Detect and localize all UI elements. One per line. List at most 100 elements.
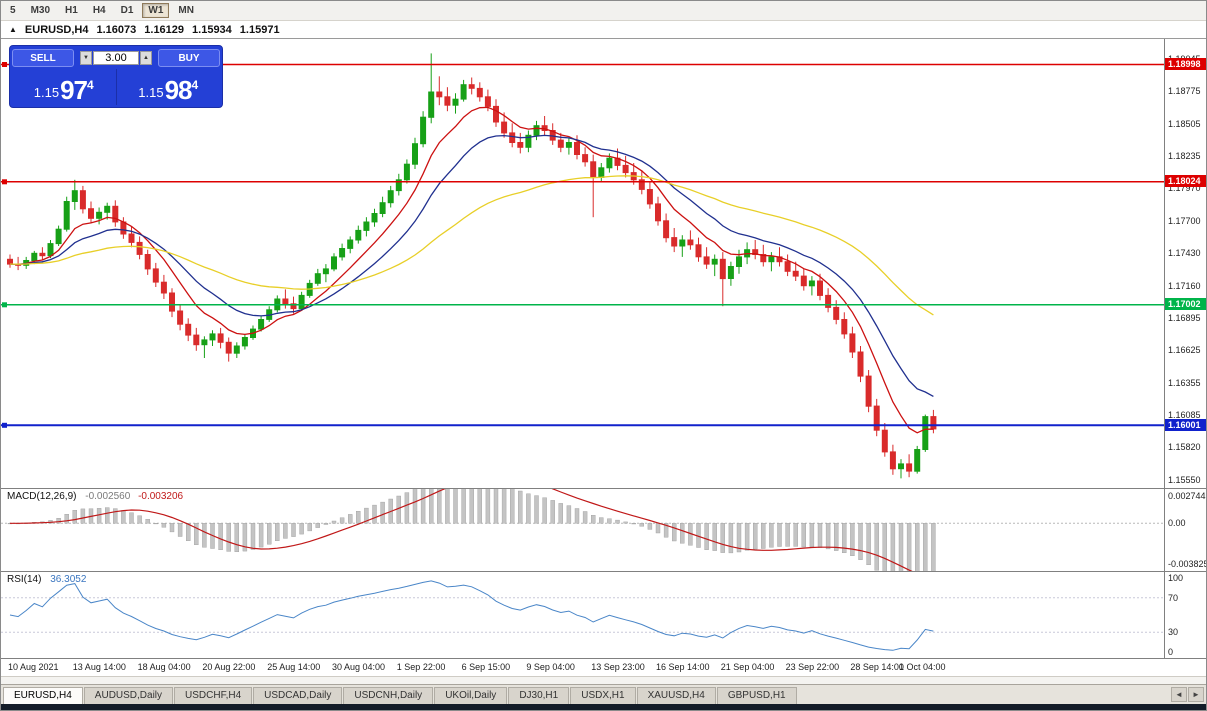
tab-scroll-controls: ◄ ►: [1171, 687, 1206, 704]
time-axis-label: 16 Sep 14:00: [656, 662, 710, 672]
rsi-panel: RSI(14) 36.3052 100 70 30 0: [1, 571, 1206, 658]
rsi-chart-canvas[interactable]: [1, 572, 1164, 658]
ohlc-high: 1.16129: [144, 23, 185, 36]
ohlc-low: 1.15934: [192, 23, 232, 36]
buy-price-point: 4: [191, 78, 199, 92]
price-tick-label: 1.17970: [1168, 183, 1201, 194]
rsi-header: RSI(14) 36.3052: [7, 574, 86, 585]
ohlc-open: 1.16073: [96, 23, 137, 36]
lot-increase-icon[interactable]: ▲: [140, 51, 152, 65]
timeframe-button-w1[interactable]: W1: [142, 3, 170, 18]
timeframe-button-h1[interactable]: H1: [65, 5, 78, 16]
main-chart-panel: 1.190451.187751.185051.182351.179701.177…: [1, 39, 1206, 488]
chart-tab-eurusd[interactable]: EURUSD,H4: [3, 687, 83, 704]
time-axis-label: 9 Sep 04:00: [526, 662, 575, 672]
rsi-scale-label: 0: [1168, 647, 1174, 657]
time-axis: 10 Aug 2021 13 Aug 14:00 18 Aug 04:00 20 Au…: [1, 659, 1164, 677]
timeframe-toolbar: 5 M30 H1 H4 D1 W1 MN: [1, 1, 1206, 21]
chart-tab-audusd[interactable]: AUDUSD,Daily: [83, 687, 174, 704]
sell-price-base: 1.15: [33, 85, 60, 100]
time-axis-label: 23 Sep 22:00: [785, 662, 840, 672]
tab-scroll-left-icon[interactable]: ◄: [1171, 687, 1187, 702]
lot-decrease-icon[interactable]: ▼: [80, 51, 92, 65]
chart-tabs: EURUSD,H4 AUDUSD,Daily USDCHF,H4 USDCAD,Dai…: [3, 687, 798, 704]
rsi-scale-label: 100: [1168, 573, 1184, 583]
time-axis-label: 13 Sep 23:00: [591, 662, 645, 672]
buy-price-base: 1.15: [138, 85, 164, 100]
price-tick-label: 1.18235: [1168, 151, 1201, 162]
ohlc-close: 1.15971: [239, 23, 280, 36]
timeframe-button-m30[interactable]: M30: [30, 5, 51, 16]
macd-chart-canvas[interactable]: [1, 489, 1164, 571]
price-chart-canvas[interactable]: [1, 39, 1164, 488]
price-tick-label: 1.15550: [1168, 474, 1201, 485]
chart-tab-gbpusd[interactable]: GBPUSD,H1: [716, 687, 797, 704]
time-axis-label: 30 Aug 04:00: [332, 662, 386, 672]
price-tick-label: 1.17700: [1168, 215, 1201, 226]
macd-header: MACD(12,26,9) -0.002560 -0.003206: [7, 491, 183, 502]
macd-scale-label: 0.002744: [1168, 491, 1206, 501]
buy-button[interactable]: BUY: [158, 49, 220, 67]
macd-scale-label: 0.00: [1168, 518, 1186, 529]
sell-button[interactable]: SELL: [12, 49, 74, 67]
macd-axis[interactable]: 0.002744 0.00 -0.003825: [1164, 489, 1207, 571]
price-tick-label: 1.17160: [1168, 280, 1201, 291]
status-strip: [1, 704, 1206, 710]
horizontal-scroll-strip[interactable]: [1, 676, 1206, 684]
chart-tab-usdchf[interactable]: USDCHF,H4: [174, 687, 253, 704]
rsi-value: 36.3052: [50, 574, 87, 585]
price-tick-label: 1.18505: [1168, 118, 1201, 129]
price-tick-label: 1.16895: [1168, 312, 1201, 323]
price-tick-label: 1.16355: [1168, 377, 1201, 388]
time-axis-label: 10 Aug 2021: [8, 662, 59, 672]
rsi-axis[interactable]: 100 70 30 0: [1164, 572, 1206, 658]
rsi-scale-label: 30: [1168, 627, 1179, 638]
price-tick-label: 1.16625: [1168, 345, 1201, 356]
time-axis-label: 20 Aug 22:00: [202, 662, 256, 672]
sell-price-display[interactable]: 1.15 97 4: [12, 69, 117, 105]
price-axis[interactable]: 1.190451.187751.185051.182351.179701.177…: [1164, 39, 1206, 488]
time-axis-label: 21 Sep 04:00: [720, 662, 775, 672]
time-axis-label: 28 Sep 14:00: [850, 662, 904, 672]
macd-title: MACD(12,26,9): [7, 491, 77, 502]
time-axis-label: 25 Aug 14:00: [267, 662, 321, 672]
time-axis-label: 1 Oct 04:00: [899, 662, 946, 672]
timeframe-button-mn[interactable]: MN: [178, 5, 194, 16]
trade-panel-toggle-icon[interactable]: ▲: [9, 25, 17, 34]
macd-value: -0.002560: [85, 491, 131, 502]
tab-scroll-right-icon[interactable]: ►: [1188, 687, 1204, 702]
chart-tab-usdcad[interactable]: USDCAD,Daily: [253, 687, 343, 704]
time-axis-label: 6 Sep 15:00: [461, 662, 511, 672]
ohlc-info-bar: ▲ EURUSD,H4 1.16073 1.16129 1.15934 1.15…: [1, 21, 1206, 39]
price-tick-label: 1.16085: [1168, 410, 1201, 421]
price-tick-label: 1.17430: [1168, 248, 1201, 259]
timeframe-button-h4[interactable]: H4: [92, 5, 106, 16]
time-axis-label: 1 Sep 22:00: [396, 662, 446, 672]
price-line-badge: 1.16001: [1165, 418, 1206, 431]
sell-price-point: 4: [87, 78, 94, 92]
buy-price-pips: 98: [164, 75, 193, 105]
chart-tabs-bar: EURUSD,H4 AUDUSD,Daily USDCHF,H4 USDCAD,Dai…: [1, 684, 1206, 704]
chart-tab-xauusd[interactable]: XAUUSD,H4: [636, 687, 716, 704]
lot-size-input[interactable]: [93, 51, 139, 65]
chart-symbol-timeframe: EURUSD,H4: [24, 23, 89, 36]
rsi-scale-label: 70: [1168, 592, 1179, 603]
timeframe-button-5[interactable]: 5: [10, 5, 16, 16]
price-line-badge: 1.18998: [1165, 58, 1206, 71]
time-axis-bar[interactable]: 10 Aug 2021 13 Aug 14:00 18 Aug 04:00 20 Au…: [1, 658, 1206, 677]
chart-tab-usdcnh[interactable]: USDCNH,Daily: [343, 687, 434, 704]
rsi-title: RSI(14): [7, 574, 42, 585]
price-line-badge: 1.17002: [1165, 298, 1206, 311]
macd-panel: MACD(12,26,9) -0.002560 -0.003206 0.0027…: [1, 488, 1207, 571]
price-tick-label: 1.15820: [1168, 442, 1201, 453]
price-tick-label: 1.18775: [1168, 86, 1201, 97]
macd-scale-label: -0.003825: [1168, 559, 1207, 569]
chart-tab-dj30[interactable]: DJ30,H1: [508, 687, 570, 704]
timeframe-button-d1[interactable]: D1: [120, 5, 134, 16]
macd-signal-value: -0.003206: [138, 491, 184, 502]
chart-tab-ukoil[interactable]: UKOil,Daily: [434, 687, 508, 704]
sell-price-pips: 97: [60, 75, 88, 105]
chart-tab-usdx[interactable]: USDX,H1: [570, 687, 636, 704]
buy-price-display[interactable]: 1.15 98 4: [117, 69, 221, 105]
